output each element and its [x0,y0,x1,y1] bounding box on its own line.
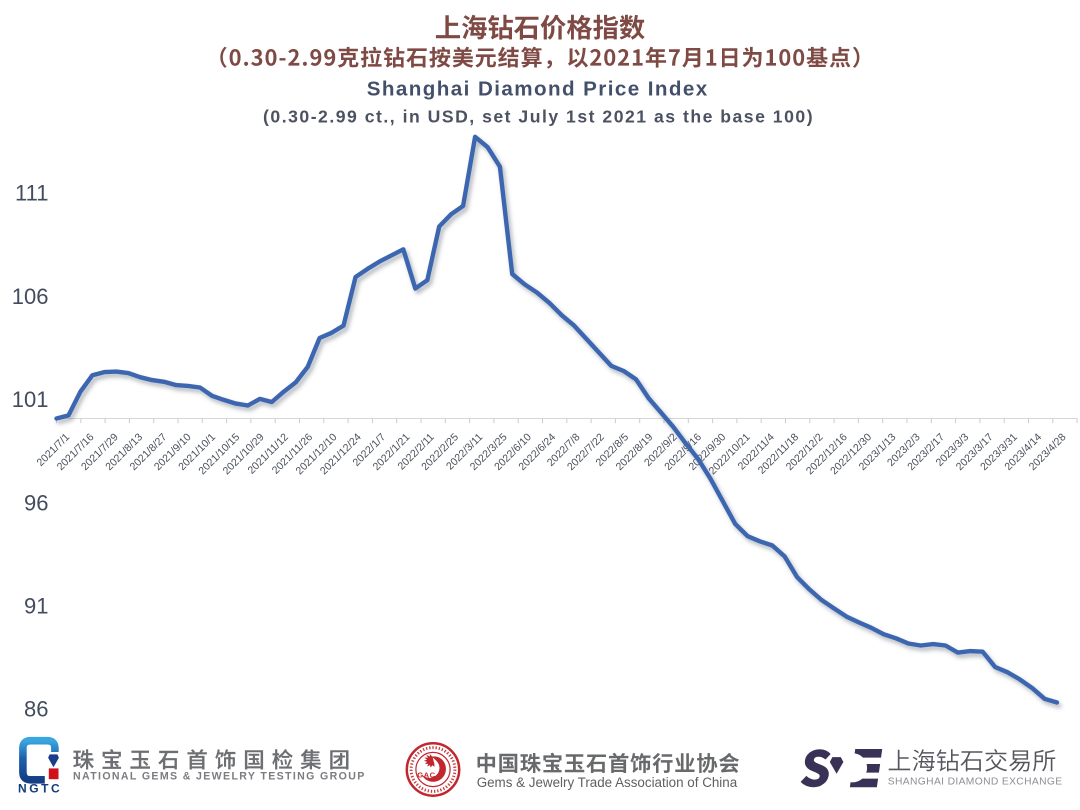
svg-text:86: 86 [24,697,48,722]
svg-text:NATIONAL GEMS & JEWELRY TESTIN: NATIONAL GEMS & JEWELRY TESTING GROUP [73,771,366,783]
svg-text:101: 101 [12,387,49,412]
svg-text:96: 96 [24,490,48,515]
svg-text:Gems & Jewelry Trade Associati: Gems & Jewelry Trade Association of Chin… [477,775,738,790]
svg-text:(0.30-2.99 ct., in USD, set Ju: (0.30-2.99 ct., in USD, set July 1st 202… [263,107,813,127]
svg-text:91: 91 [24,594,48,619]
svg-text:SHANGHAI DIAMOND EXCHANGE: SHANGHAI DIAMOND EXCHANGE [888,776,1063,787]
svg-text:111: 111 [15,181,48,206]
svg-text:GAC: GAC [417,771,435,780]
svg-text:Shanghai Diamond Price Index: Shanghai Diamond Price Index [367,78,708,101]
svg-text:NGTC: NGTC [18,782,62,796]
svg-text:106: 106 [12,284,49,309]
